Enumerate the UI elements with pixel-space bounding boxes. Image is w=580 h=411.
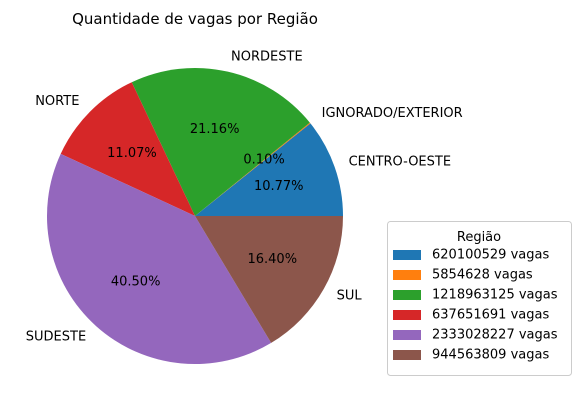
legend-label: 5854628 vagas — [432, 268, 533, 283]
slice-label: SUL — [337, 289, 363, 304]
pie-slices — [47, 67, 343, 364]
pie-slice-nordeste — [131, 67, 310, 216]
legend-label: 637651691 vagas — [432, 308, 549, 323]
legend-frame — [387, 221, 572, 376]
legend-swatch — [393, 250, 421, 260]
legend-swatch — [393, 270, 421, 280]
legend-label: 1218963125 vagas — [432, 288, 558, 303]
slice-label: IGNORADO/EXTERIOR — [322, 106, 463, 121]
legend-label: 620100529 vagas — [432, 248, 549, 263]
pie-slice-sul — [195, 216, 343, 343]
legend-items: 620100529 vagas 5854628 vagas 1218963125 v… — [393, 248, 558, 363]
slice-label: CENTRO-OESTE — [349, 154, 452, 169]
legend-label: 944563809 vagas — [432, 348, 549, 363]
legend-label: 2333028227 vagas — [432, 328, 558, 343]
slice-label: SUDESTE — [26, 330, 86, 345]
legend: Região 620100529 vagas 5854628 vagas 12189… — [387, 221, 572, 376]
slice-percent-label: 21.16% — [190, 122, 240, 137]
pie-slice-norte — [60, 82, 195, 216]
legend-swatch — [393, 330, 421, 340]
slice-percent-label: 0.10% — [243, 153, 284, 168]
legend-swatch — [393, 310, 421, 320]
percent-labels: 10.77% 0.10% 21.16% 11.07% 40.50% 16.40% — [107, 122, 303, 290]
pie-slice-sudeste — [47, 153, 272, 364]
legend-swatch — [393, 350, 421, 360]
slice-labels: CENTRO-OESTE IGNORADO/EXTERIOR NORDESTE NOR… — [26, 50, 463, 345]
legend-swatch — [393, 290, 421, 300]
pie-slice-ignorado-exterior — [195, 122, 311, 216]
slice-percent-label: 11.07% — [107, 146, 157, 161]
slice-label: NORTE — [35, 94, 79, 109]
slice-percent-label: 16.40% — [247, 252, 297, 267]
slice-percent-label: 10.77% — [254, 179, 304, 194]
chart-title: Quantidade de vagas por Região — [72, 10, 318, 28]
slice-percent-label: 40.50% — [111, 275, 161, 290]
pie-slice-centro-oeste — [195, 123, 343, 216]
legend-title: Região — [457, 230, 501, 245]
slice-label: NORDESTE — [231, 50, 303, 65]
